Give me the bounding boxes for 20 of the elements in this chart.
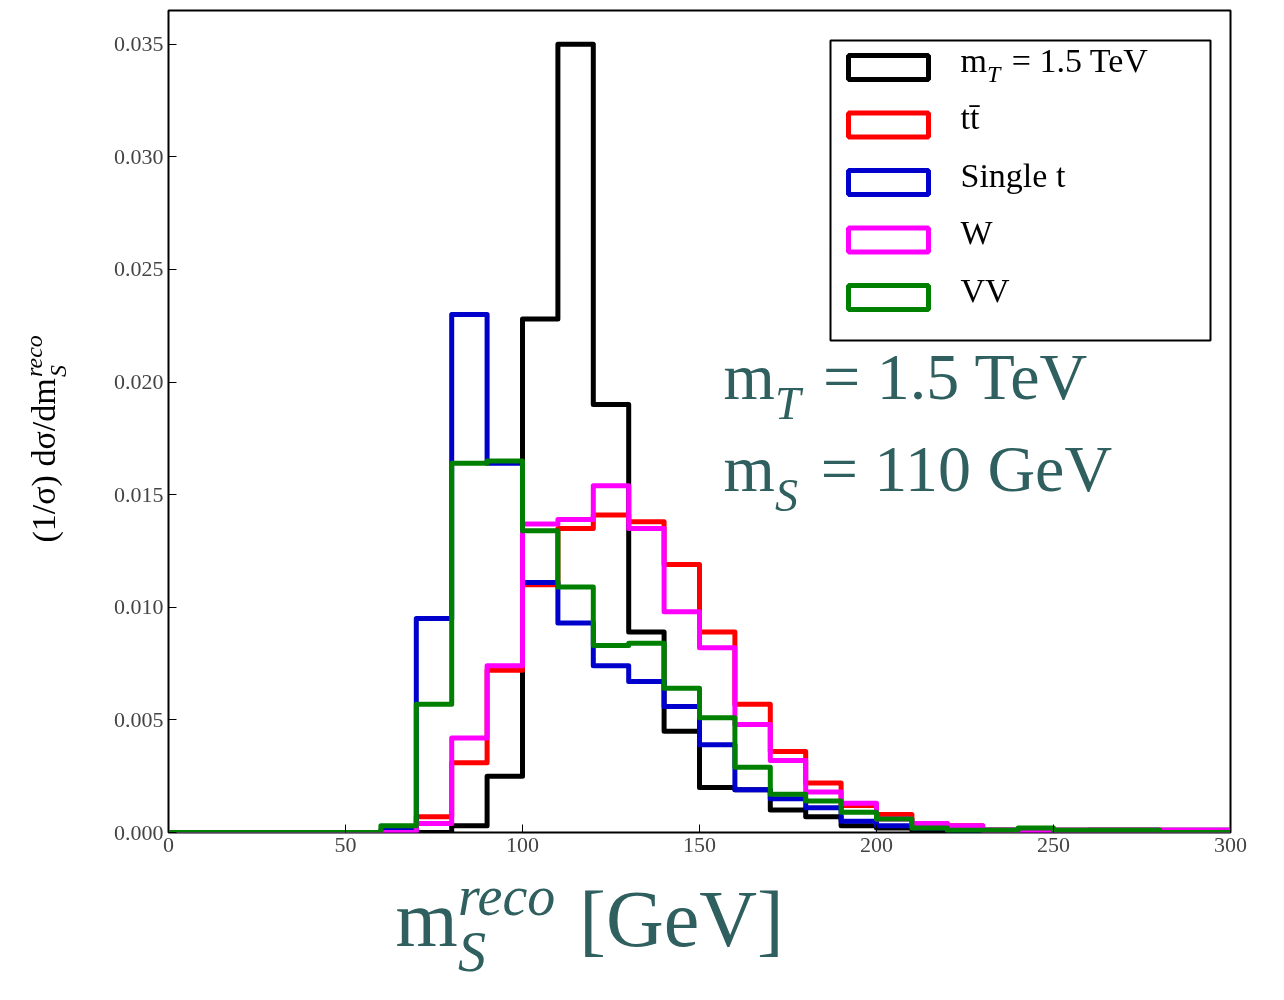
legend-label: VV [960, 271, 1011, 309]
y-tick-label: 0.035 [114, 31, 164, 57]
y-tick-label: 0.005 [114, 706, 164, 732]
y-tick-label: 0.015 [114, 481, 164, 507]
y-tick-label: 0.025 [114, 256, 164, 282]
y-tick-label: 0.030 [114, 143, 164, 169]
x-tick-label: 100 [506, 831, 539, 857]
y-tick-label: 0.000 [114, 819, 164, 845]
y-tick-label: 0.020 [114, 369, 164, 395]
x-tick-label: 200 [860, 831, 893, 857]
x-tick-label: 300 [1214, 831, 1247, 857]
x-tick-label: 250 [1037, 831, 1070, 857]
x-tick-label: 150 [683, 831, 716, 857]
legend-label: W [960, 214, 994, 251]
x-tick-label: 0 [163, 831, 174, 857]
y-axis-title: (1/σ) dσ/dmSreco [21, 335, 71, 543]
legend-label: Single t [960, 156, 1066, 194]
legend-label: tt̄ [960, 99, 981, 136]
x-tick-label: 50 [334, 831, 357, 857]
y-tick-label: 0.010 [114, 594, 164, 620]
